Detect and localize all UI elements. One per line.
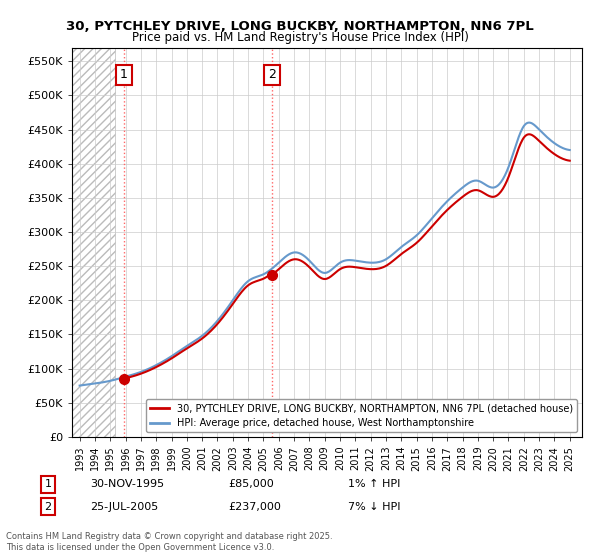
- Text: 7% ↓ HPI: 7% ↓ HPI: [348, 502, 401, 512]
- Text: 25-JUL-2005: 25-JUL-2005: [90, 502, 158, 512]
- Text: 1: 1: [44, 479, 52, 489]
- Text: 2: 2: [268, 68, 276, 81]
- Text: 2: 2: [44, 502, 52, 512]
- Legend: 30, PYTCHLEY DRIVE, LONG BUCKBY, NORTHAMPTON, NN6 7PL (detached house), HPI: Ave: 30, PYTCHLEY DRIVE, LONG BUCKBY, NORTHAM…: [146, 399, 577, 432]
- Text: 30-NOV-1995: 30-NOV-1995: [90, 479, 164, 489]
- Text: Price paid vs. HM Land Registry's House Price Index (HPI): Price paid vs. HM Land Registry's House …: [131, 31, 469, 44]
- Text: £237,000: £237,000: [228, 502, 281, 512]
- Text: 30, PYTCHLEY DRIVE, LONG BUCKBY, NORTHAMPTON, NN6 7PL: 30, PYTCHLEY DRIVE, LONG BUCKBY, NORTHAM…: [66, 20, 534, 32]
- Text: Contains HM Land Registry data © Crown copyright and database right 2025.
This d: Contains HM Land Registry data © Crown c…: [6, 532, 332, 552]
- Text: £85,000: £85,000: [228, 479, 274, 489]
- Text: 1: 1: [120, 68, 128, 81]
- Text: 1% ↑ HPI: 1% ↑ HPI: [348, 479, 400, 489]
